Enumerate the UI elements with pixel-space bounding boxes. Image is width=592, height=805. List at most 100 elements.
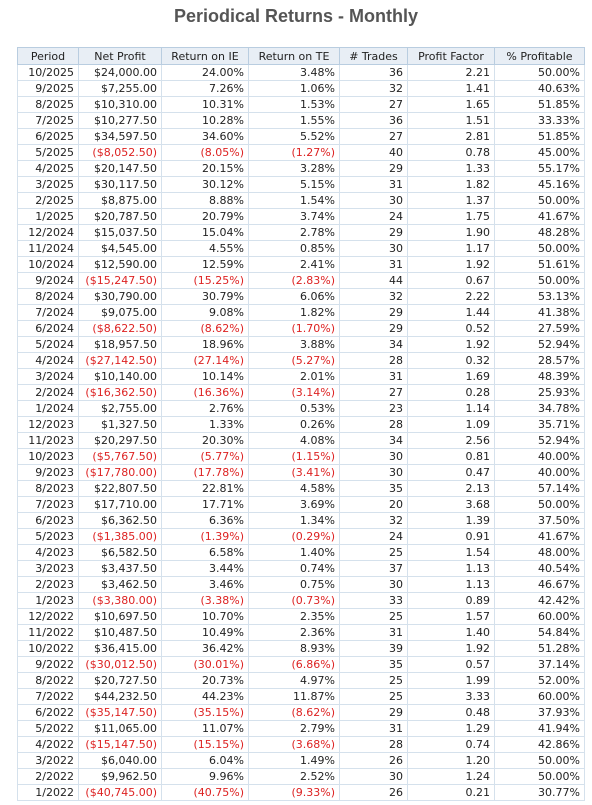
table-cell: 8.93% (248, 640, 340, 657)
table-cell: (6.86%) (248, 656, 340, 673)
table-cell: 1.69 (407, 368, 495, 385)
table-cell: 3.44% (161, 560, 249, 577)
table-cell: 37 (339, 560, 408, 577)
table-cell: ($8,622.50) (78, 320, 162, 337)
table-row: 12/2022 $10,697.50 10.70% 2.35% 25 1.57 60.00% (17, 608, 585, 625)
table-cell: 1.20 (407, 752, 495, 769)
column-header: % Profitable (494, 47, 585, 65)
table-row: 6/2024 ($8,622.50) (8.62%) (1.70%) 29 0.52 27.… (17, 320, 585, 337)
table-cell: $1,327.50 (78, 416, 162, 433)
table-cell: 27.59% (494, 320, 585, 337)
table-cell: 30 (339, 768, 408, 785)
table-cell: 10/2022 (17, 640, 79, 657)
table-row: 10/2025 $24,000.00 24.00% 3.48% 36 2.21 50.00% (17, 64, 585, 81)
table-cell: (40.75%) (161, 784, 249, 801)
table-cell: (27.14%) (161, 352, 249, 369)
table-cell: 42.42% (494, 592, 585, 609)
table-row: 12/2023 $1,327.50 1.33% 0.26% 28 1.09 35.71% (17, 416, 585, 433)
table-cell: 1.06% (248, 80, 340, 97)
table-cell: 1.40 (407, 624, 495, 641)
table-cell: 5/2022 (17, 720, 79, 737)
table-cell: $3,462.50 (78, 576, 162, 593)
table-row: 5/2025 ($8,052.50) (8.05%) (1.27%) 40 0.78 45.… (17, 144, 585, 161)
table-cell: 20.73% (161, 672, 249, 689)
table-cell: 1.40% (248, 544, 340, 561)
table-cell: 3/2024 (17, 368, 79, 385)
table-row: 7/2023 $17,710.00 17.71% 3.69% 20 3.68 50.00% (17, 496, 585, 513)
table-cell: 5.15% (248, 176, 340, 193)
table-cell: 1.41 (407, 80, 495, 97)
table-row: 9/2025 $7,255.00 7.26% 1.06% 32 1.41 40.63% (17, 80, 585, 97)
table-cell: 52.94% (494, 432, 585, 449)
table-cell: 2.21 (407, 64, 495, 81)
table-cell: 12.59% (161, 256, 249, 273)
table-cell: 6/2023 (17, 512, 79, 529)
table-row: 4/2024 ($27,142.50) (27.14%) (5.27%) 28 0.32 2… (17, 352, 585, 369)
table-cell: (3.68%) (248, 736, 340, 753)
table-cell: 35 (339, 480, 408, 497)
column-header: Return on TE (248, 47, 340, 65)
table-cell: $10,310.00 (78, 96, 162, 113)
table-cell: 31 (339, 256, 408, 273)
table-cell: 3.69% (248, 496, 340, 513)
table-cell: 0.81 (407, 448, 495, 465)
table-row: 7/2024 $9,075.00 9.08% 1.82% 29 1.44 41.38% (17, 304, 585, 321)
table-cell: 55.17% (494, 160, 585, 177)
table-cell: 40 (339, 144, 408, 161)
table-cell: 0.57 (407, 656, 495, 673)
table-row: 8/2022 $20,727.50 20.73% 4.97% 25 1.99 52.00% (17, 672, 585, 689)
table-cell: 31 (339, 720, 408, 737)
table-cell: 53.13% (494, 288, 585, 305)
table-cell: 40.63% (494, 80, 585, 97)
table-cell: 4/2022 (17, 736, 79, 753)
table-cell: 7/2024 (17, 304, 79, 321)
column-header: # Trades (339, 47, 408, 65)
table-cell: 39 (339, 640, 408, 657)
table-cell: (3.14%) (248, 384, 340, 401)
table-cell: 1.44 (407, 304, 495, 321)
table-cell: (8.05%) (161, 144, 249, 161)
table-row: 5/2023 ($1,385.00) (1.39%) (0.29%) 24 0.91 41.… (17, 528, 585, 545)
table-cell: 37.50% (494, 512, 585, 529)
table-cell: (15.15%) (161, 736, 249, 753)
table-cell: 20.79% (161, 208, 249, 225)
table-cell: ($3,380.00) (78, 592, 162, 609)
table-cell: 30.79% (161, 288, 249, 305)
table-cell: $20,147.50 (78, 160, 162, 177)
table-row: 12/2024 $15,037.50 15.04% 2.78% 29 1.90 48.28% (17, 224, 585, 241)
table-cell: 3.48% (248, 64, 340, 81)
table-cell: $15,037.50 (78, 224, 162, 241)
table-cell: ($16,362.50) (78, 384, 162, 401)
table-cell: $7,255.00 (78, 80, 162, 97)
table-cell: 46.67% (494, 576, 585, 593)
table-cell: 20 (339, 496, 408, 513)
table-cell: $20,727.50 (78, 672, 162, 689)
table-row: 1/2023 ($3,380.00) (3.38%) (0.73%) 33 0.89 42.… (17, 592, 585, 609)
table-cell: 3.46% (161, 576, 249, 593)
table-cell: 37.14% (494, 656, 585, 673)
table-row: 2/2023 $3,462.50 3.46% 0.75% 30 1.13 46.67% (17, 576, 585, 593)
table-cell: 28 (339, 736, 408, 753)
table-cell: 1.13 (407, 576, 495, 593)
table-cell: 32 (339, 288, 408, 305)
table-cell: 0.85% (248, 240, 340, 257)
table-cell: 27 (339, 128, 408, 145)
table-cell: $30,790.00 (78, 288, 162, 305)
table-cell: $2,755.00 (78, 400, 162, 417)
table-cell: 1/2022 (17, 784, 79, 801)
table-cell: 45.16% (494, 176, 585, 193)
table-cell: 51.85% (494, 128, 585, 145)
table-cell: 60.00% (494, 608, 585, 625)
table-row: 6/2025 $34,597.50 34.60% 5.52% 27 2.81 51.85% (17, 128, 585, 145)
table-cell: 50.00% (494, 192, 585, 209)
table-cell: (0.29%) (248, 528, 340, 545)
table-cell: 45.00% (494, 144, 585, 161)
table-cell: $11,065.00 (78, 720, 162, 737)
table-cell: (1.70%) (248, 320, 340, 337)
table-cell: 1.29 (407, 720, 495, 737)
table-cell: 7.26% (161, 80, 249, 97)
table-cell: 52.00% (494, 672, 585, 689)
table-cell: 1.51 (407, 112, 495, 129)
table-cell: 34.78% (494, 400, 585, 417)
table-cell: $6,582.50 (78, 544, 162, 561)
